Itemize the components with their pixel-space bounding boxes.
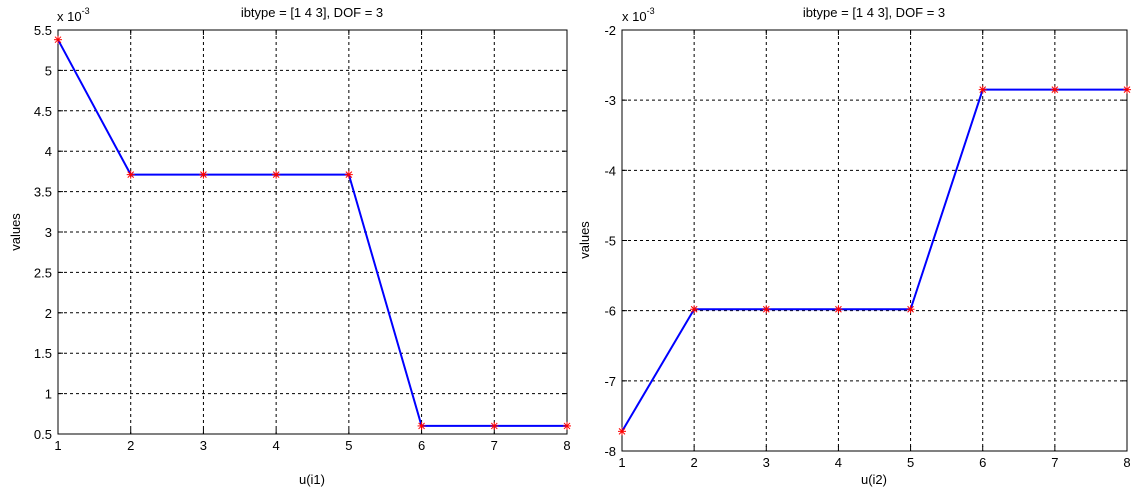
right-y-tick-label: -6 <box>604 304 616 319</box>
right-data-point-marker <box>690 305 699 314</box>
right-series <box>618 85 1131 436</box>
right-x-tick-label: 1 <box>618 455 625 470</box>
left-data-point-marker <box>490 421 499 430</box>
right-x-axis-label: u(i2) <box>861 472 887 487</box>
right-x-tick-label: 8 <box>1123 455 1130 470</box>
left-grid <box>58 30 567 434</box>
left-data-point-marker <box>563 421 571 430</box>
right-series-line <box>621 88 1127 432</box>
left-y-tick-label: 2.5 <box>34 265 52 280</box>
left-y-axis-label: values <box>8 213 23 251</box>
right-ticks: 1 2 3 4 5 6 7 8 -8 -7 -6 -5 -4 -3 -2 <box>604 23 1130 470</box>
left-x-tick-label: 3 <box>200 438 207 453</box>
left-y-tick-label: 3.5 <box>34 185 52 200</box>
right-y-axis-label: values <box>577 221 592 259</box>
left-y-tick-label: 5.5 <box>34 23 52 38</box>
left-data-point-marker <box>54 35 62 44</box>
left-ticks: 1 2 3 4 5 6 7 80.511.522.533.544.555.5 <box>34 23 571 453</box>
left-x-tick-label: 5 <box>345 438 352 453</box>
right-x-tick-label: 4 <box>835 455 842 470</box>
left-chart-title: ibtype = [1 4 3], DOF = 3 <box>241 5 383 20</box>
left-x-tick-label: 4 <box>273 438 280 453</box>
right-y-tick-label: -3 <box>604 93 616 108</box>
right-data-point-marker <box>1050 85 1059 94</box>
left-series <box>54 35 571 430</box>
left-y-tick-label: 3 <box>45 225 52 240</box>
left-exponent-label: x 10-3 <box>57 6 90 24</box>
left-y-tick-label: 2 <box>45 306 52 321</box>
left-data-point-marker <box>344 170 353 179</box>
right-exponent-label: x 10-3 <box>622 6 655 24</box>
right-data-point-marker <box>834 305 843 314</box>
right-y-tick-label: -7 <box>604 374 616 389</box>
right-data-point-marker <box>978 85 987 94</box>
left-x-tick-label: 8 <box>563 438 570 453</box>
left-data-point-marker <box>126 170 135 179</box>
right-data-point-marker <box>1123 85 1131 94</box>
left-data-point-marker <box>199 170 208 179</box>
left-y-tick-label: 4 <box>45 144 52 159</box>
right-data-point-marker <box>762 305 771 314</box>
right-y-tick-label: -4 <box>604 163 616 178</box>
left-y-tick-label: 0.5 <box>34 427 52 442</box>
left-y-tick-label: 4.5 <box>34 104 52 119</box>
right-grid <box>622 30 1127 451</box>
left-x-tick-label: 7 <box>491 438 498 453</box>
left-data-point-marker <box>417 421 426 430</box>
right-x-tick-label: 3 <box>763 455 770 470</box>
left-x-tick-label: 6 <box>418 438 425 453</box>
left-x-axis-label: u(i1) <box>299 472 325 487</box>
left-y-tick-label: 1.5 <box>34 346 52 361</box>
left-x-tick-label: 2 <box>127 438 134 453</box>
right-x-tick-label: 2 <box>691 455 698 470</box>
right-chart-title: ibtype = [1 4 3], DOF = 3 <box>803 5 945 20</box>
left-x-tick-label: 1 <box>54 438 61 453</box>
right-data-point-marker <box>906 305 915 314</box>
right-chart: 1 2 3 4 5 6 7 8 -8 -7 -6 -5 -4 -3 -2 ibtype = [1 4 3],… <box>577 5 1131 487</box>
right-x-tick-label: 7 <box>1051 455 1058 470</box>
right-y-tick-label: -5 <box>604 234 616 249</box>
left-series-line <box>57 39 567 427</box>
left-y-tick-label: 5 <box>45 63 52 78</box>
right-y-tick-label: -2 <box>604 23 616 38</box>
right-x-tick-label: 5 <box>907 455 914 470</box>
right-x-tick-label: 6 <box>979 455 986 470</box>
right-y-tick-label: -8 <box>604 444 616 459</box>
right-data-point-marker <box>618 427 626 436</box>
left-chart: 1 2 3 4 5 6 7 80.511.522.533.544.555.5 ibtype =… <box>8 5 571 487</box>
left-data-point-marker <box>272 170 281 179</box>
left-y-tick-label: 1 <box>45 387 52 402</box>
